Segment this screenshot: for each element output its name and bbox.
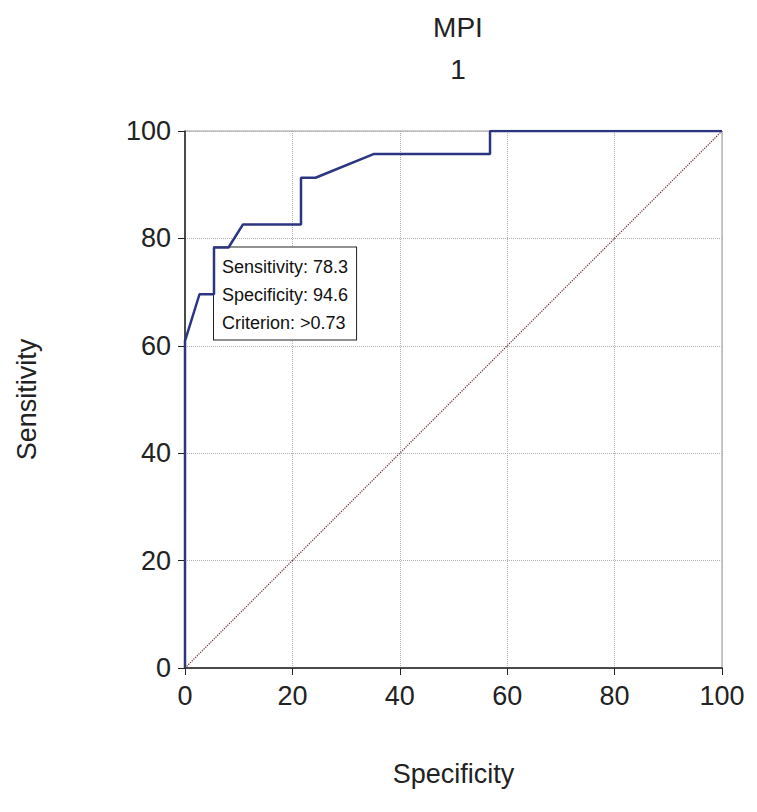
svg-text:0: 0 [177, 681, 192, 711]
svg-text:MPI: MPI [433, 12, 483, 43]
svg-text:20: 20 [141, 546, 171, 576]
svg-text:40: 40 [141, 438, 171, 468]
svg-text:100: 100 [126, 116, 171, 146]
svg-text:Specificity: 94.6: Specificity: 94.6 [222, 285, 348, 305]
svg-text:100: 100 [699, 681, 744, 711]
svg-text:1: 1 [450, 54, 466, 85]
svg-text:Specificity: Specificity [393, 759, 515, 789]
svg-text:80: 80 [141, 223, 171, 253]
svg-text:60: 60 [141, 331, 171, 361]
svg-text:20: 20 [277, 681, 307, 711]
svg-text:40: 40 [385, 681, 415, 711]
svg-text:Sensitivity: 78.3: Sensitivity: 78.3 [222, 257, 348, 277]
svg-text:80: 80 [600, 681, 630, 711]
svg-text:Sensitivity: Sensitivity [12, 338, 42, 460]
svg-text:0: 0 [156, 653, 171, 683]
svg-text:60: 60 [492, 681, 522, 711]
svg-text:Criterion: >0.73: Criterion: >0.73 [222, 313, 346, 333]
